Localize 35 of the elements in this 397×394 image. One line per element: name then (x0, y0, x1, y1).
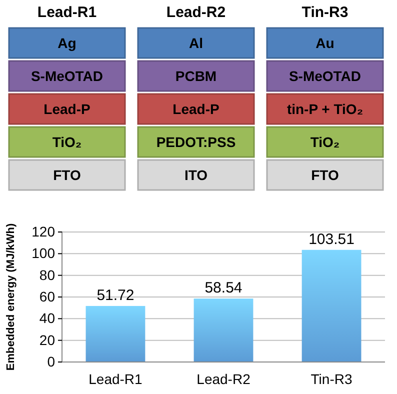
text: FTO (53, 167, 81, 183)
text: ITO (184, 167, 208, 183)
y-tick-label: 0 (47, 353, 56, 370)
x-tick-label: Lead-R1 (88, 370, 143, 387)
text: Lead-P (172, 101, 220, 117)
text: TiO₂ (52, 134, 82, 150)
text: Au (316, 35, 334, 51)
data-label: 58.54 (204, 280, 242, 297)
text: Al (189, 35, 203, 51)
data-label: 103.51 (308, 230, 354, 248)
y-axis-title: Embedded energy (MJ/kWh) (5, 223, 17, 371)
category-label: Lead-R1 (37, 4, 97, 21)
y-tick-label: 40 (39, 310, 56, 326)
text: Ag (58, 35, 76, 51)
y-tick-label: 100 (32, 245, 56, 262)
bar (194, 298, 254, 362)
text: TiO₂ (310, 134, 340, 150)
data-label: 51.72 (96, 286, 134, 304)
text: tin-P + TiO₂ (286, 101, 364, 117)
bar (302, 250, 362, 362)
category-label: Tin-R3 (302, 4, 348, 21)
y-tick-label: 20 (39, 332, 56, 348)
x-tick-label: Tin-R3 (310, 370, 352, 387)
text: PCBM (175, 68, 217, 84)
y-tick-label: 120 (32, 223, 56, 240)
category-label: Lead-R2 (166, 4, 226, 21)
text: FTO (311, 167, 339, 183)
text: Lead-P (44, 101, 90, 117)
y-tick-label: 60 (39, 288, 56, 304)
text: S-MeOTAD (30, 68, 104, 84)
bar (86, 306, 146, 362)
x-tick-label: Lead-R2 (196, 370, 251, 387)
text: PEDOT:PSS (156, 134, 236, 150)
y-tick-label: 80 (39, 266, 56, 283)
text: S-MeOTAD (288, 68, 362, 84)
